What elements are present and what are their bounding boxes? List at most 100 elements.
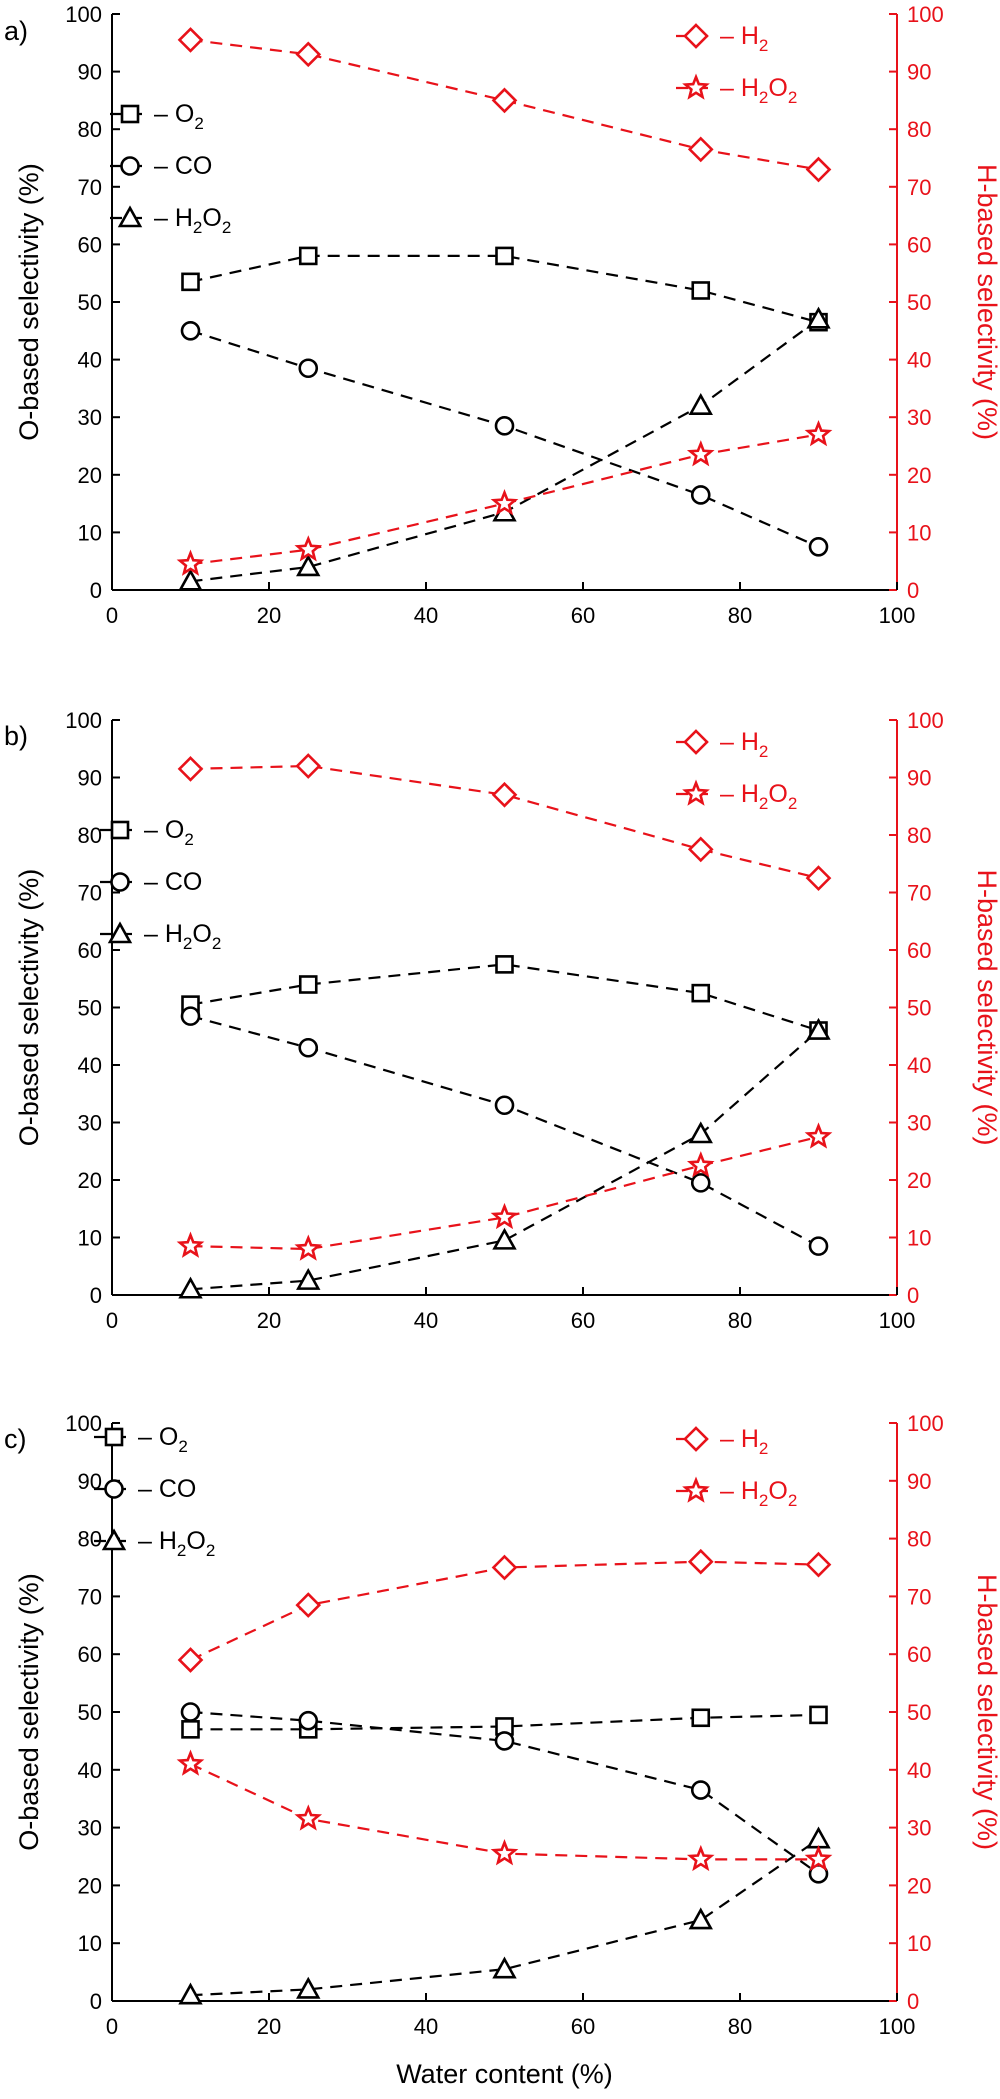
data-point-diamond [805, 1551, 832, 1578]
data-point-diamond [177, 27, 204, 53]
data-point-star [490, 1202, 519, 1230]
left-y-tick-label: 10 [78, 1931, 102, 1956]
legend-label-h2o2: – H2O2 [720, 74, 797, 107]
data-point-square [495, 955, 514, 974]
left-y-tick-label: 50 [78, 996, 102, 1021]
data-point-triangle [178, 568, 203, 591]
right-y-tick-label: 70 [907, 175, 931, 200]
legend-entry: – O2 [94, 1423, 188, 1456]
legend-label-o2: – O2 [144, 816, 194, 849]
legend-entry: – H2O2 [100, 920, 221, 953]
legend-marker-square [104, 1427, 124, 1447]
left-y-tick-label: 100 [65, 2, 102, 27]
data-point-square [298, 975, 318, 994]
data-point-circle [690, 485, 711, 505]
series-co-left [180, 320, 829, 557]
data-point-star [490, 489, 519, 516]
data-point-circle [808, 536, 829, 557]
legend-entry: – H2O2 [676, 779, 797, 813]
left-y-tick-label: 0 [90, 1283, 102, 1308]
data-point-square [298, 246, 318, 266]
data-point-star [686, 440, 715, 467]
x-tick-label: 80 [728, 1308, 752, 1333]
right-y-tick-label: 0 [907, 1989, 919, 2014]
x-tick-label: 100 [879, 603, 916, 628]
data-point-star [686, 1151, 715, 1178]
x-tick-label: 60 [571, 2014, 595, 2039]
data-point-diamond [687, 836, 714, 863]
legend-entry: – H2O2 [676, 1476, 797, 1510]
series-o2-left [181, 246, 828, 332]
legend-marker-diamond [683, 1426, 709, 1452]
series-line [190, 254, 819, 324]
left-y-tick-label: 80 [78, 117, 102, 142]
panel-label: a) [4, 16, 28, 46]
left-y-tick-label: 50 [78, 1700, 102, 1725]
right-axis-title: H-based selectivity (%) [972, 869, 1000, 1145]
legend-marker-circle [104, 1479, 124, 1499]
data-point-circle [298, 1710, 319, 1731]
data-point-circle [180, 320, 201, 341]
panel-label: c) [4, 1424, 27, 1454]
data-point-circle [180, 1702, 201, 1722]
left-y-tick-label: 20 [78, 463, 102, 488]
x-tick-label: 60 [571, 1308, 595, 1333]
left-y-tick-label: 40 [78, 1758, 102, 1783]
x-axis-title: Water content (%) [396, 2059, 613, 2089]
x-tick-label: 80 [728, 2014, 752, 2039]
series-line [190, 1713, 819, 1731]
left-y-tick-label: 60 [78, 1642, 102, 1667]
series-o2-left [181, 955, 828, 1040]
series-co-left [180, 1702, 829, 1884]
right-y-tick-label: 20 [907, 1873, 931, 1898]
right-y-tick-label: 30 [907, 405, 931, 430]
x-tick-label: 100 [879, 1308, 916, 1333]
legend-label-o2: – O2 [154, 100, 204, 133]
data-point-star [176, 1749, 205, 1776]
left-y-tick-label: 30 [78, 1111, 102, 1136]
series-line [190, 963, 819, 1032]
series-h2-right [177, 27, 832, 183]
left-y-tick-label: 0 [90, 1989, 102, 2014]
left-y-tick-label: 10 [78, 520, 102, 545]
legend-label-co: – CO [138, 1475, 196, 1503]
legend-marker-star [682, 1476, 710, 1503]
left-y-tick-label: 100 [65, 708, 102, 733]
legend-label-h2o2: – H2O2 [720, 1477, 797, 1510]
data-point-star [294, 1234, 323, 1261]
right-y-tick-label: 60 [907, 232, 931, 257]
data-point-star [804, 419, 833, 447]
series-line [190, 1710, 820, 1875]
left-y-tick-label: 70 [78, 175, 102, 200]
data-point-diamond [805, 156, 832, 183]
data-point-circle [298, 1037, 319, 1058]
legend-marker-star [682, 779, 710, 806]
data-point-circle [298, 358, 319, 379]
left-y-tick-label: 80 [78, 823, 102, 848]
x-tick-label: 20 [257, 1308, 281, 1333]
data-point-star [294, 1804, 323, 1831]
legend-entry: – O2 [100, 816, 194, 849]
data-point-diamond [295, 41, 322, 68]
left-y-tick-label: 70 [78, 1584, 102, 1609]
right-y-tick-label: 60 [907, 938, 931, 963]
right-y-tick-label: 20 [907, 1168, 931, 1193]
data-point-diamond [491, 781, 518, 808]
x-tick-label: 100 [879, 2014, 916, 2039]
legend-label-h2: – H2 [720, 728, 768, 761]
x-tick-label: 80 [728, 603, 752, 628]
legend-label-h2o2: – H2O2 [720, 780, 797, 813]
right-y-tick-label: 10 [907, 1226, 931, 1251]
x-tick-label: 0 [106, 603, 118, 628]
x-tick-label: 60 [571, 603, 595, 628]
series-line [190, 764, 819, 880]
legend-label-co: – CO [154, 152, 212, 180]
right-y-tick-label: 90 [907, 60, 931, 85]
legend-label-h2o2: – H2O2 [144, 920, 221, 953]
left-y-tick-label: 40 [78, 348, 102, 373]
data-point-star [804, 1122, 833, 1149]
right-y-tick-label: 90 [907, 1469, 931, 1494]
x-tick-label: 0 [106, 1308, 118, 1333]
data-point-triangle [492, 1227, 517, 1250]
